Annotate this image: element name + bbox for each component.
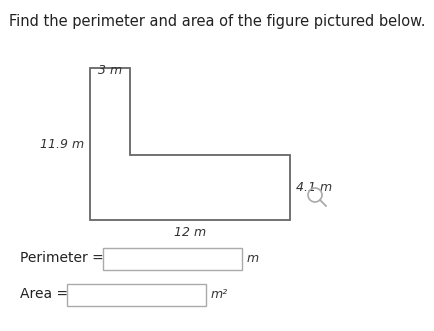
Text: Find the perimeter and area of the figure pictured below.: Find the perimeter and area of the figur… <box>9 14 425 29</box>
Text: Perimeter =: Perimeter = <box>20 251 104 265</box>
Polygon shape <box>90 68 290 220</box>
Text: 12 m: 12 m <box>174 226 206 239</box>
Text: 11.9 m: 11.9 m <box>40 137 84 151</box>
Text: m: m <box>247 252 259 264</box>
FancyBboxPatch shape <box>67 284 206 306</box>
Text: Area =: Area = <box>20 287 68 301</box>
FancyBboxPatch shape <box>103 248 242 270</box>
Text: 4.1 m: 4.1 m <box>296 181 332 194</box>
Text: m²: m² <box>211 288 228 301</box>
Text: 3 m: 3 m <box>98 64 122 77</box>
